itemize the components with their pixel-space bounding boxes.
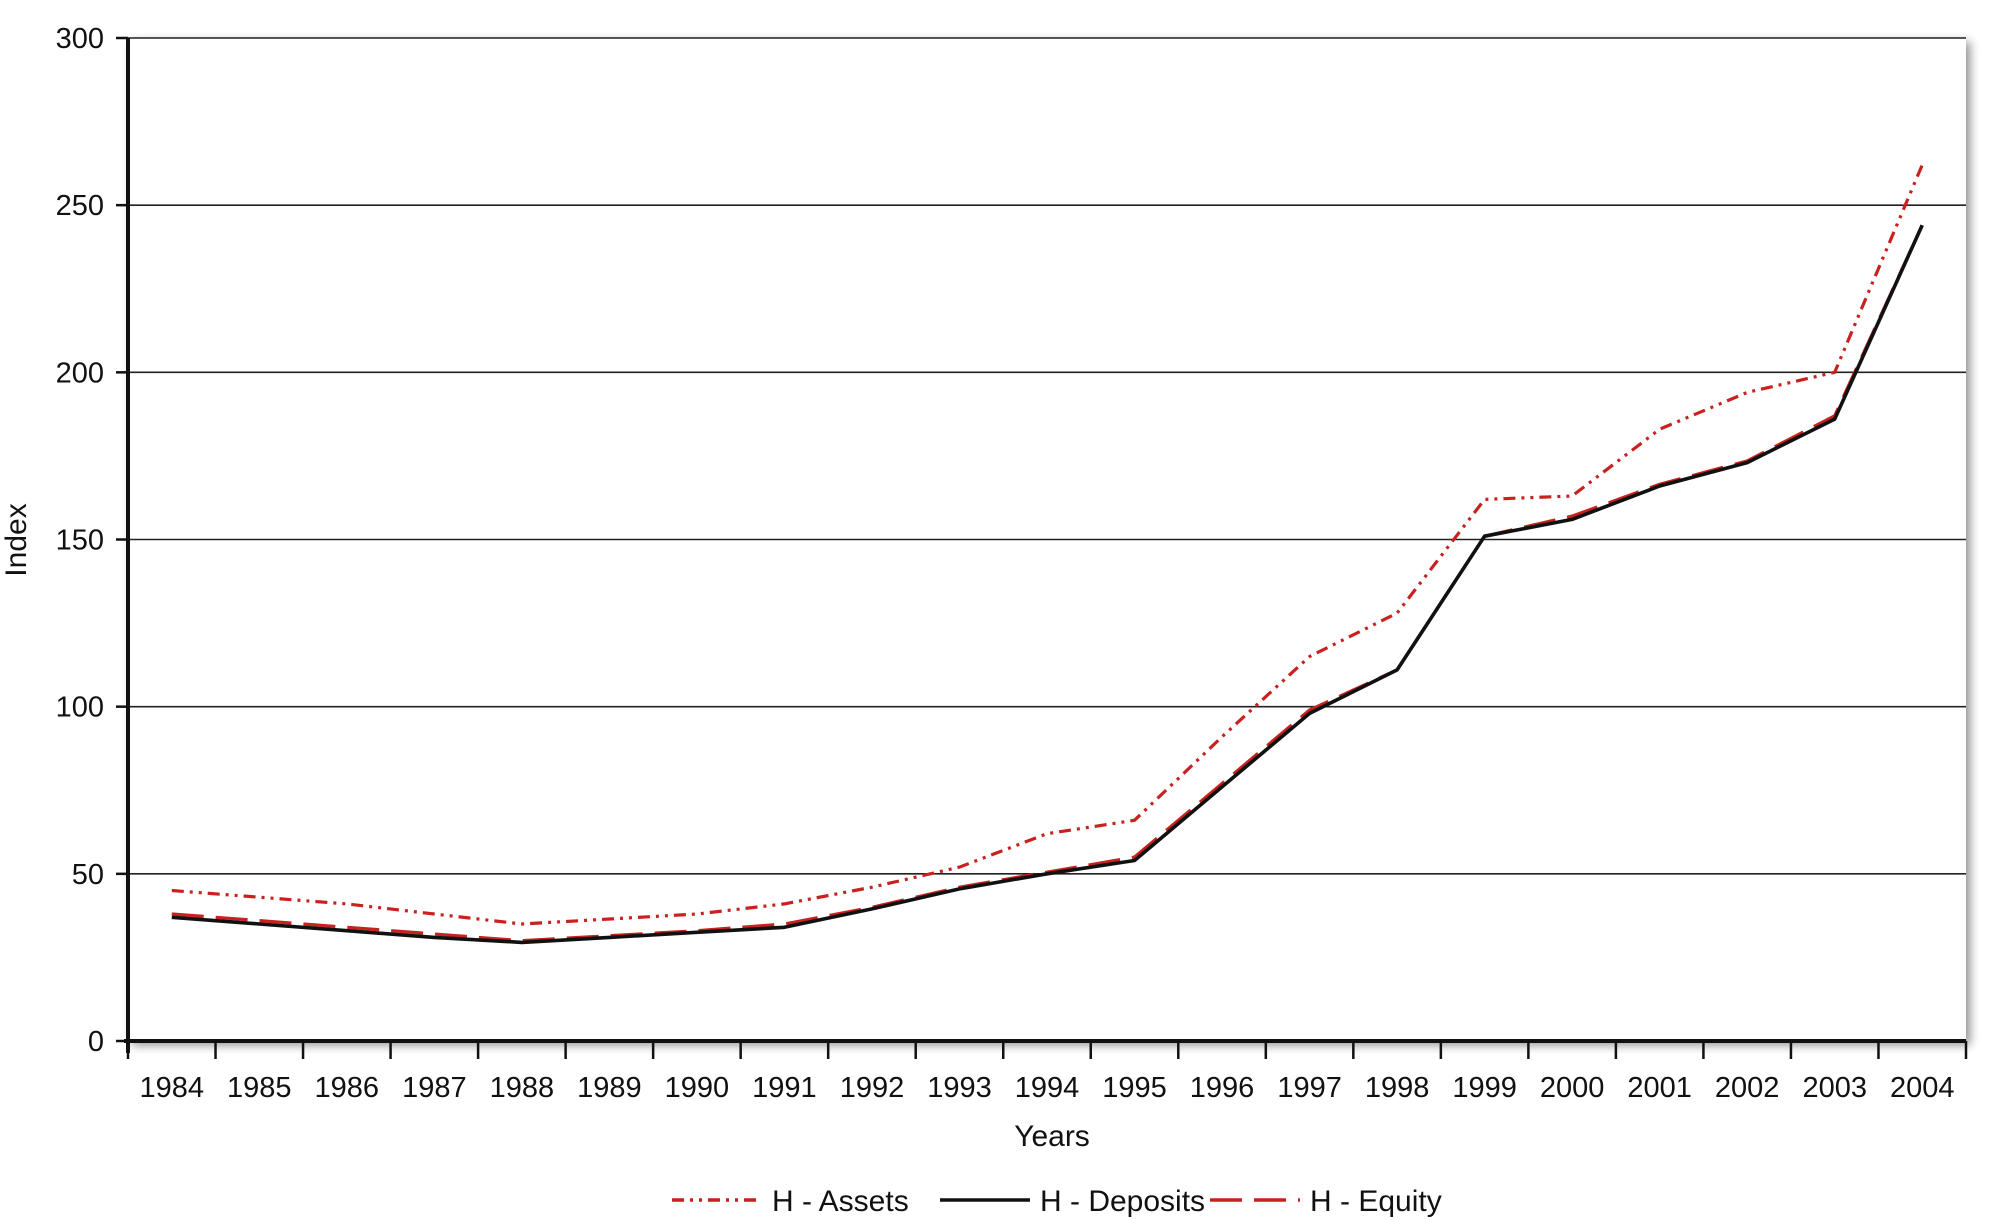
x-tick-label: 2004	[1890, 1072, 1955, 1104]
gridlines	[128, 37, 1966, 875]
x-tick-label: 1990	[665, 1072, 730, 1104]
x-tick-label: 2003	[1802, 1072, 1867, 1104]
x-tick-label: 1998	[1365, 1072, 1430, 1104]
x-tick-labels: 1984 1985 1986 1987 1988 1989 1990 1991 1992 1993…	[140, 1072, 1955, 1104]
legend-label: H - Deposits	[1040, 1185, 1205, 1218]
axes	[116, 36, 1968, 1059]
x-tick-label: 2001	[1627, 1072, 1692, 1104]
series-line-h-deposits	[171, 224, 1924, 945]
y-tick-label: 150	[56, 525, 104, 557]
legend-label: H - Equity	[1310, 1185, 1442, 1218]
x-tick-label: 1995	[1102, 1072, 1167, 1104]
y-tick-label: 50	[72, 859, 104, 891]
x-tick-label: 2000	[1540, 1072, 1605, 1104]
x-axis-title: Years	[1014, 1120, 1090, 1153]
x-tick-label: 1992	[840, 1072, 905, 1104]
series-line-h-assets	[171, 164, 1924, 926]
x-tick-label: 1988	[490, 1072, 555, 1104]
legend: H - Assets H - Deposits H - Equity	[672, 1185, 1442, 1218]
y-tick-label: 0	[88, 1026, 104, 1058]
x-tick-label: 1989	[577, 1072, 642, 1104]
x-tick-label: 1985	[227, 1072, 292, 1104]
x-tick-label: 1999	[1452, 1072, 1517, 1104]
x-tick-label: 1996	[1190, 1072, 1255, 1104]
x-tick-label: 1991	[752, 1072, 817, 1104]
series-layer	[171, 164, 1924, 945]
legend-label: H - Assets	[772, 1185, 909, 1218]
y-axis-title: Index	[0, 503, 33, 576]
y-tick-label: 200	[56, 357, 104, 389]
y-tick-label: 100	[56, 692, 104, 724]
x-tick-label: 1986	[315, 1072, 380, 1104]
x-tick-label: 1994	[1015, 1072, 1080, 1104]
x-tick-label: 1984	[140, 1072, 205, 1104]
y-tick-label: 300	[56, 23, 104, 55]
x-tick-label: 1997	[1277, 1072, 1342, 1104]
y-tick-labels: 0 50 100 150 200 250 300	[56, 23, 104, 1058]
x-tick-label: 1993	[927, 1072, 992, 1104]
y-tick-label: 250	[56, 190, 104, 222]
x-tick-label: 1987	[402, 1072, 467, 1104]
x-tick-label: 2002	[1715, 1072, 1780, 1104]
